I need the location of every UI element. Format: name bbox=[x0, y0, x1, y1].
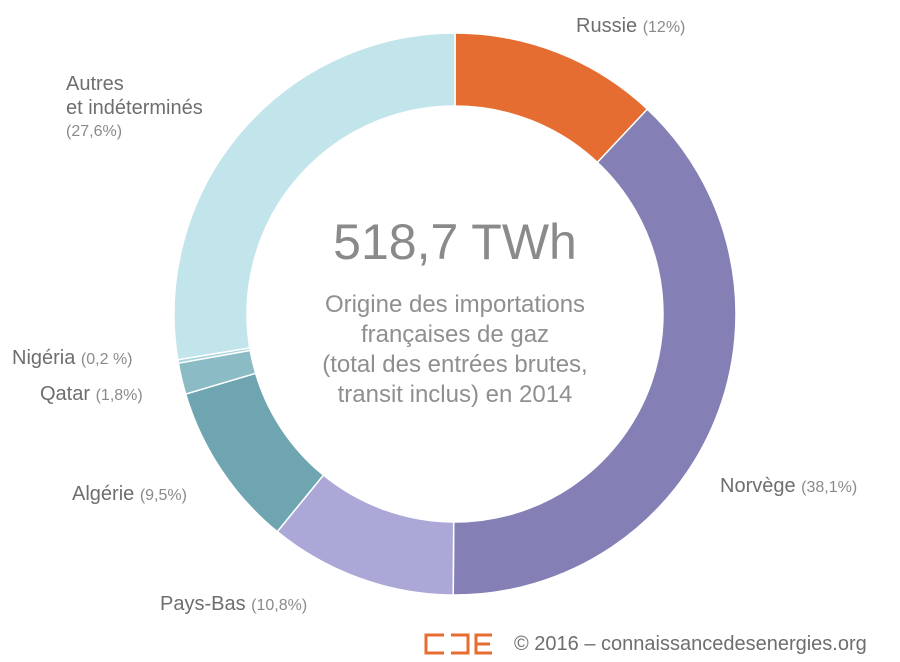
label-autres-name-line-1: Autres bbox=[66, 73, 124, 95]
caption-line-4: transit inclus) en 2014 bbox=[337, 381, 573, 408]
footer: © 2016 – connaissancedesenergies.org bbox=[424, 632, 867, 656]
label-autres: Autres et indéterminés (27,6%) bbox=[66, 72, 203, 144]
label-norvege: Norvège (38,1%) bbox=[720, 474, 857, 500]
label-norvege-name: Norvège bbox=[720, 475, 796, 497]
label-algerie-name: Algérie bbox=[72, 483, 135, 505]
label-pays-bas: Pays-Bas (10,8%) bbox=[160, 592, 307, 618]
label-russie-pct: (12%) bbox=[642, 19, 686, 36]
label-pays-bas-name: Pays-Bas bbox=[160, 593, 246, 615]
caption-line-2: françaises de gaz bbox=[360, 321, 550, 348]
center-total-value: 518,7 TWh bbox=[333, 214, 577, 270]
label-autres-pct: (27,6%) bbox=[66, 123, 123, 140]
label-nigeria-name: Nigéria bbox=[12, 347, 76, 369]
slice-autres bbox=[173, 32, 456, 361]
cde-logo-strokes bbox=[424, 633, 492, 655]
center-caption: Origine des importations françaises de g… bbox=[250, 290, 660, 410]
label-qatar-name: Qatar bbox=[40, 383, 91, 405]
cde-logo-c bbox=[424, 633, 444, 655]
cde-logo-e bbox=[474, 633, 492, 655]
slice-norvege bbox=[452, 108, 737, 596]
cde-logo-d bbox=[451, 633, 470, 655]
caption-line-3: (total des entrées brutes, bbox=[322, 351, 588, 378]
label-qatar-pct: (1,8%) bbox=[95, 387, 143, 404]
label-russie-name: Russie bbox=[576, 15, 638, 37]
cde-logo-icon bbox=[424, 633, 492, 655]
copyright-text: © 2016 – connaissancedesenergies.org bbox=[514, 632, 867, 655]
label-nigeria-pct: (0,2 %) bbox=[80, 351, 133, 368]
label-autres-name-line-2: et indéterminés bbox=[66, 97, 203, 119]
label-norvege-pct: (38,1%) bbox=[801, 479, 858, 496]
caption-line-1: Origine des importations bbox=[324, 291, 586, 318]
label-qatar: Qatar (1,8%) bbox=[40, 382, 143, 408]
label-pays-bas-pct: (10,8%) bbox=[251, 597, 308, 614]
label-russie: Russie (12%) bbox=[576, 14, 685, 40]
label-nigeria: Nigéria (0,2 %) bbox=[12, 346, 133, 372]
label-algerie-pct: (9,5%) bbox=[139, 487, 187, 504]
label-algerie: Algérie (9,5%) bbox=[72, 482, 187, 508]
